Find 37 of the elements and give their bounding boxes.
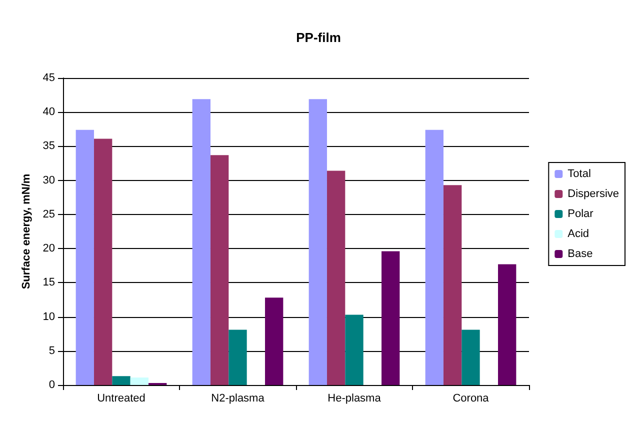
x-tick-label: N2-plasma: [211, 392, 266, 404]
y-tick-label: 30: [42, 174, 55, 186]
legend-label: Dispersive: [568, 188, 620, 200]
bar: [345, 314, 364, 385]
y-tick-label: 5: [48, 344, 55, 357]
bar: [210, 155, 229, 385]
bar: [308, 99, 327, 385]
bar: [326, 170, 346, 385]
y-tick-label: 25: [42, 208, 55, 220]
bar: [112, 376, 130, 385]
bar: [228, 330, 247, 385]
y-tick-label: 10: [42, 310, 55, 323]
bar: [265, 298, 284, 385]
y-tick-label: 15: [42, 276, 55, 289]
x-tick-label: Corona: [452, 392, 490, 404]
y-tick-label: 0: [48, 379, 55, 391]
bar: [462, 330, 480, 385]
bar: [425, 130, 444, 385]
x-tick-label: Untreated: [97, 392, 146, 404]
legend-label: Total: [568, 168, 591, 180]
y-tick-label: 45: [42, 72, 55, 84]
x-tick-label: He-plasma: [328, 392, 382, 404]
y-tick-label: 20: [42, 242, 55, 255]
bar: [382, 251, 400, 385]
bar: [192, 99, 210, 385]
legend-label: Polar: [568, 208, 594, 220]
bar: [443, 185, 462, 385]
legend-label: Base: [568, 248, 593, 260]
chart-title: PP-film: [296, 30, 341, 45]
legend-label: Acid: [568, 228, 590, 240]
y-axis-title: Surface energy, mN/m: [20, 174, 32, 290]
bar: [76, 130, 94, 385]
y-tick-label: 40: [42, 106, 55, 118]
bar: [130, 377, 149, 385]
bar: [94, 138, 112, 385]
bar: [498, 264, 516, 385]
y-tick-label: 35: [42, 140, 55, 152]
